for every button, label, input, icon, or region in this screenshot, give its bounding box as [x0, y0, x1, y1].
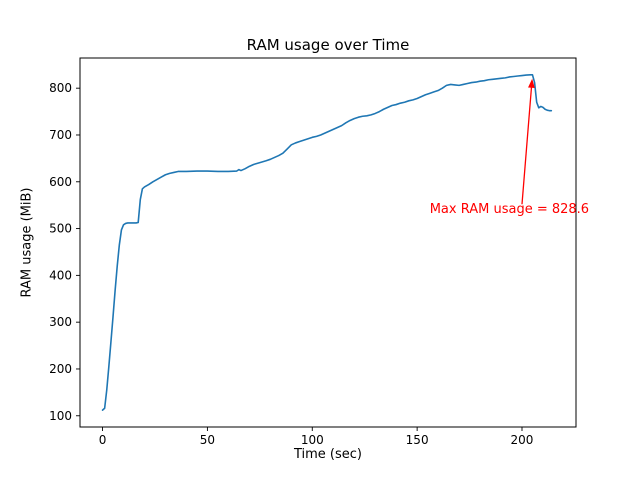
y-tick-label: 200	[49, 362, 72, 376]
annotation-arrow-shaft	[521, 85, 533, 205]
y-tick-label: 700	[49, 128, 72, 142]
y-tick-label: 100	[49, 409, 72, 423]
y-tick-label: 300	[49, 315, 72, 329]
y-tick-label: 500	[49, 222, 72, 236]
plot-border	[79, 57, 577, 428]
chart-title: RAM usage over Time	[246, 36, 410, 54]
annotation-arrow-head	[528, 78, 535, 89]
annotation-text: Max RAM usage = 828.6	[430, 202, 589, 217]
y-axis-label: RAM usage (MiB)	[19, 187, 35, 298]
x-axis-label: Time (sec)	[293, 447, 362, 462]
x-tick-label: 150	[406, 433, 429, 447]
x-tick-label: 100	[301, 433, 324, 447]
y-tick-label: 600	[49, 175, 72, 189]
y-tick-label: 800	[49, 81, 72, 95]
ram-usage-line	[101, 74, 553, 411]
x-tick-label: 50	[200, 433, 215, 447]
y-tick-label: 400	[49, 268, 72, 282]
x-tick-label: 0	[99, 433, 107, 447]
x-tick-label: 200	[511, 433, 534, 447]
